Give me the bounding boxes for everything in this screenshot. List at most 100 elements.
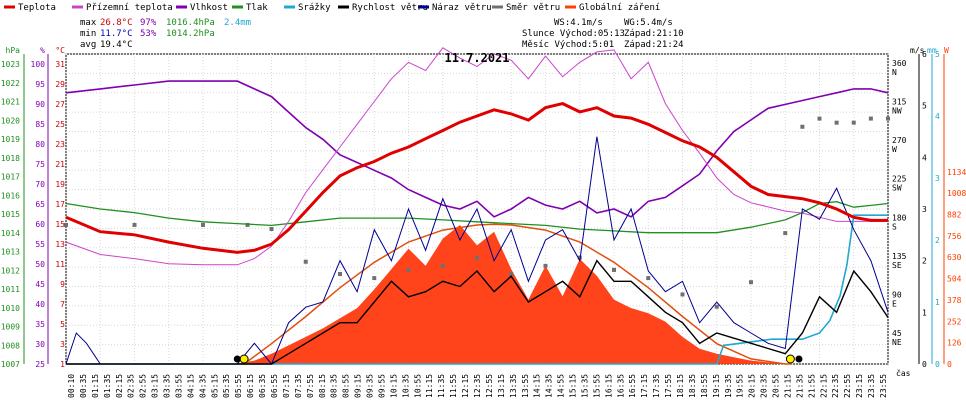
wind-gust-info: WG:5.4m/s bbox=[624, 18, 673, 28]
legend-label: Směr větru bbox=[506, 3, 560, 13]
x-tick: 09:35 bbox=[366, 374, 375, 398]
radiation-axis-tick: 378 bbox=[947, 296, 962, 305]
radiation-axis-tick: 1134 bbox=[947, 168, 966, 177]
wind-direction-tick: SW bbox=[892, 184, 902, 193]
wind-gust-line bbox=[65, 136, 889, 365]
radiation-axis-tick: 756 bbox=[947, 232, 962, 241]
moonrise-marker bbox=[233, 355, 241, 363]
pressure-axis-tick: 1009 bbox=[1, 323, 20, 332]
wind-direction-point bbox=[440, 263, 445, 268]
wind-direction-tick: 90 bbox=[892, 290, 902, 299]
pressure-axis-tick: 1023 bbox=[1, 60, 20, 69]
x-tick: 04:35 bbox=[198, 374, 207, 398]
x-tick: 02:55 bbox=[139, 374, 148, 398]
wind-direction-point bbox=[868, 116, 873, 121]
legend-label: Tlak bbox=[246, 3, 268, 13]
stat-max-pressure: 1016.4hPa bbox=[166, 18, 215, 28]
radiation-axis-tick: 504 bbox=[947, 275, 962, 284]
x-tick: 07:15 bbox=[282, 374, 291, 398]
x-tick: 22:35 bbox=[831, 374, 840, 398]
precipitation-axis-tick: 4 bbox=[935, 112, 940, 121]
x-tick: 10:35 bbox=[401, 374, 410, 398]
stat-min-label: min bbox=[80, 29, 96, 39]
temperature-axis-tick: 9 bbox=[60, 280, 65, 289]
stat-max-humidity: 97% bbox=[140, 18, 157, 28]
wind-direction-point bbox=[714, 304, 719, 309]
chart-title: 11.7.2021 bbox=[444, 51, 509, 65]
x-tick: 02:35 bbox=[127, 374, 136, 398]
temperature-axis-tick: 31 bbox=[55, 60, 65, 69]
humidity-axis-tick: 90 bbox=[35, 100, 45, 109]
moon-set-info: Západ:21:24 bbox=[624, 40, 684, 50]
pressure-axis-unit: hPa bbox=[6, 46, 21, 55]
pressure-axis-tick: 1017 bbox=[1, 173, 20, 182]
wind-speed-axis-tick: 4 bbox=[922, 153, 927, 162]
precipitation-axis-tick: 3 bbox=[935, 174, 940, 183]
x-tick: 19:35 bbox=[724, 374, 733, 398]
wind-speed-axis-tick: 2 bbox=[922, 257, 927, 266]
wind-direction-tick: 360 bbox=[892, 59, 907, 68]
pressure-axis-tick: 1013 bbox=[1, 248, 20, 257]
radiation-axis-tick: 126 bbox=[947, 339, 962, 348]
x-tick: 12:35 bbox=[473, 374, 482, 398]
temperature-axis-tick: 17 bbox=[55, 200, 65, 209]
pressure-axis-tick: 1014 bbox=[1, 229, 20, 238]
x-tick: 14:55 bbox=[557, 374, 566, 398]
x-tick: 09:55 bbox=[377, 374, 386, 398]
wind-direction-point bbox=[646, 276, 651, 281]
radiation-axis-tick: 252 bbox=[947, 317, 962, 326]
stat-max-rain: 2.4mm bbox=[224, 18, 251, 28]
x-tick: 03:35 bbox=[163, 374, 172, 398]
wind-direction-point bbox=[475, 255, 479, 260]
x-tick: 18:15 bbox=[676, 374, 685, 398]
temperature-axis-tick: 27 bbox=[55, 100, 65, 109]
legend-label: Rychlost větru bbox=[352, 3, 428, 13]
x-tick: 16:15 bbox=[604, 374, 613, 398]
legend-label: Náraz větru bbox=[432, 3, 492, 13]
wind-direction-tick: NE bbox=[892, 338, 902, 347]
humidity-axis-tick: 35 bbox=[35, 320, 45, 329]
temperature-axis-tick: 15 bbox=[55, 220, 65, 229]
x-tick: 14:15 bbox=[533, 374, 542, 398]
x-tick: 06:35 bbox=[258, 374, 267, 398]
wind-direction-tick: W bbox=[892, 145, 897, 154]
temperature-axis-tick: 1 bbox=[60, 360, 65, 369]
wind-direction-point bbox=[886, 116, 890, 121]
x-tick: 20:35 bbox=[760, 374, 769, 398]
precipitation-axis-tick: 0 bbox=[935, 360, 940, 369]
x-tick: 07:35 bbox=[294, 374, 303, 398]
x-tick: 05:35 bbox=[222, 374, 231, 398]
wind-direction-point bbox=[680, 292, 685, 297]
wind-direction-tick: NW bbox=[892, 107, 902, 116]
pressure-axis-tick: 1019 bbox=[1, 135, 20, 144]
stat-avg-temp: 19.4°C bbox=[100, 40, 133, 50]
temperature-axis-tick: 13 bbox=[55, 240, 65, 249]
pressure-axis-tick: 1016 bbox=[1, 191, 20, 200]
x-tick: 23:35 bbox=[867, 374, 876, 398]
radiation-axis-unit: W bbox=[944, 46, 949, 55]
pressure-line bbox=[65, 201, 889, 234]
pressure-axis-tick: 1018 bbox=[1, 154, 20, 163]
wind-speed-axis-tick: 6 bbox=[922, 50, 927, 59]
x-tick: 11:35 bbox=[437, 374, 446, 398]
temperature-axis-tick: 21 bbox=[55, 160, 65, 169]
temperature-axis-tick: 7 bbox=[60, 300, 65, 309]
wind-speed-info: WS:4.1m/s bbox=[554, 18, 603, 28]
x-tick: 00:10 bbox=[67, 374, 76, 398]
stat-min-pressure: 1014.2hPa bbox=[166, 29, 215, 39]
x-tick: 08:35 bbox=[330, 374, 339, 398]
x-tick: 01:35 bbox=[103, 374, 112, 398]
legend-label: Srážky bbox=[298, 3, 331, 13]
humidity-axis-tick: 65 bbox=[35, 200, 45, 209]
pressure-axis-tick: 1012 bbox=[1, 266, 20, 275]
wind-direction-point bbox=[269, 227, 274, 232]
temperature-axis-unit: °C bbox=[55, 46, 65, 55]
wind-direction-point bbox=[245, 222, 250, 227]
wind-direction-tick: 45 bbox=[892, 329, 902, 338]
x-tick: 21:55 bbox=[807, 374, 816, 398]
precipitation-axis-tick: 2 bbox=[935, 236, 940, 245]
x-tick: 12:15 bbox=[461, 374, 470, 398]
temperature-axis-tick: 19 bbox=[55, 180, 65, 189]
wind-speed-axis-tick: 1 bbox=[922, 308, 927, 317]
